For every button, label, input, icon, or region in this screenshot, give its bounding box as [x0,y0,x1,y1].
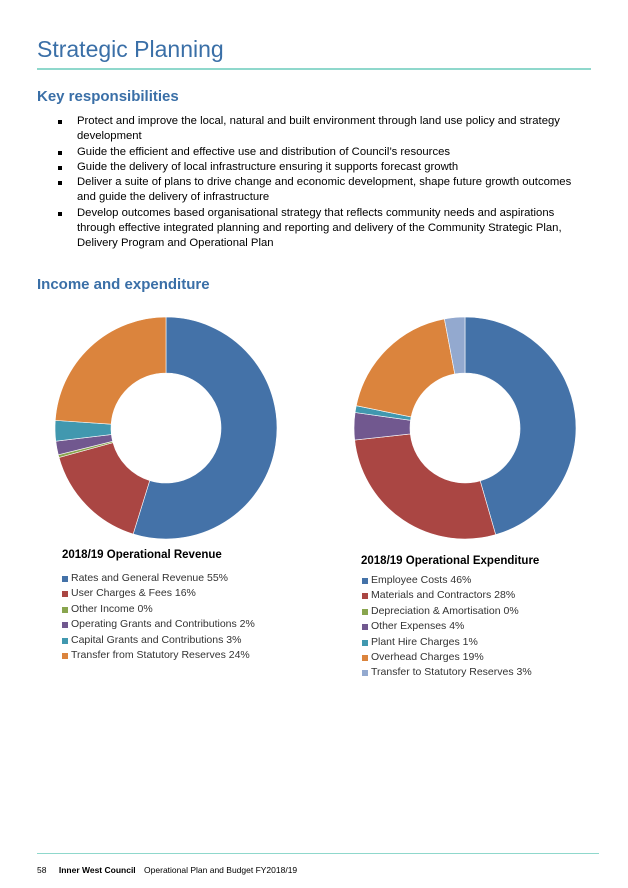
legend-swatch [62,637,68,644]
donut-slice-5 [54,316,167,425]
legend-label: Employee Costs 46% [371,574,472,586]
legend-item: Overhead Charges 19% [362,650,532,665]
legend-item: Materials and Contractors 28% [362,588,532,603]
legend-label: Materials and Contractors 28% [371,589,516,602]
legend-swatch [362,624,368,631]
revenue-donut-chart [54,316,278,540]
legend-label: Capital Grants and Contributions 3% [71,633,242,646]
donut-slice-1 [58,442,151,535]
donut-slice-0 [464,316,577,536]
responsibility-item: Develop outcomes based organisational st… [58,206,588,252]
page-title: Strategic Planning [37,36,224,62]
legend-swatch [62,653,68,660]
legend-label: Other Income 0% [71,602,153,615]
legend-item: Other Expenses 4% [362,619,532,634]
responsibility-item: Protect and improve the local, natural a… [58,114,588,145]
legend-swatch [62,606,68,613]
expenditure-donut-chart [353,316,577,540]
legend-swatch [362,670,368,677]
donut-slice-6 [444,316,466,375]
footer-divider [37,853,599,854]
legend-label: Transfer from Statutory Reserves 24% [71,649,250,662]
responsibilities-list: Protect and improve the local, natural a… [58,114,588,252]
legend-item: Plant Hire Charges 1% [362,635,532,650]
revenue-legend: Rates and General Revenue 55% User Charge… [62,571,255,663]
legend-swatch [62,622,68,629]
legend-item: Capital Grants and Contributions 3% [62,633,255,648]
legend-label: User Charges & Fees 16% [71,587,196,600]
legend-swatch [362,655,368,662]
expenditure-legend: Employee Costs 46% Materials and Contract… [362,573,532,681]
legend-item: Transfer to Statutory Reserves 3% [362,665,532,680]
legend-item: Employee Costs 46% [362,573,532,588]
legend-label: Operating Grants and Contributions 2% [71,618,255,631]
legend-label: Transfer to Statutory Reserves 3% [371,666,532,679]
legend-item: Rates and General Revenue 55% [62,571,255,586]
legend-label: Overhead Charges 19% [371,651,484,664]
page-footer: 58 Inner West Council Operational Plan a… [37,865,297,875]
footer-organisation: Inner West Council [58,865,136,875]
footer-document-title: Operational Plan and Budget FY2018/19 [144,865,298,875]
legend-swatch [362,578,368,584]
key-responsibilities-heading: Key responsibilities [37,88,179,105]
page-number: 58 [37,865,47,875]
legend-item: Other Income 0% [62,602,255,617]
responsibility-item: Deliver a suite of plans to drive change… [58,175,588,206]
revenue-chart-title: 2018/19 Operational Revenue [62,549,222,561]
legend-item: Transfer from Statutory Reserves 24% [62,648,255,663]
responsibility-item: Guide the delivery of local infrastructu… [58,160,588,175]
legend-swatch [362,593,368,600]
legend-label: Plant Hire Charges 1% [371,635,478,648]
expenditure-chart-title: 2018/19 Operational Expenditure [361,555,540,567]
donut-slice-5 [355,318,456,418]
legend-label: Other Expenses 4% [371,620,465,633]
legend-label: Depreciation & Amortisation 0% [371,604,519,617]
legend-swatch [362,608,368,615]
legend-label: Rates and General Revenue 55% [71,572,229,584]
legend-item: Operating Grants and Contributions 2% [62,617,255,632]
legend-item: Depreciation & Amortisation 0% [362,604,532,619]
legend-item: User Charges & Fees 16% [62,586,255,601]
donut-slice-0 [132,316,278,540]
legend-swatch [62,576,68,582]
legend-swatch [62,591,68,598]
legend-swatch [362,639,368,646]
title-divider [37,68,591,70]
donut-slice-1 [354,433,497,540]
income-expenditure-heading: Income and expenditure [37,276,210,293]
responsibility-item: Guide the efficient and effective use an… [58,145,588,160]
